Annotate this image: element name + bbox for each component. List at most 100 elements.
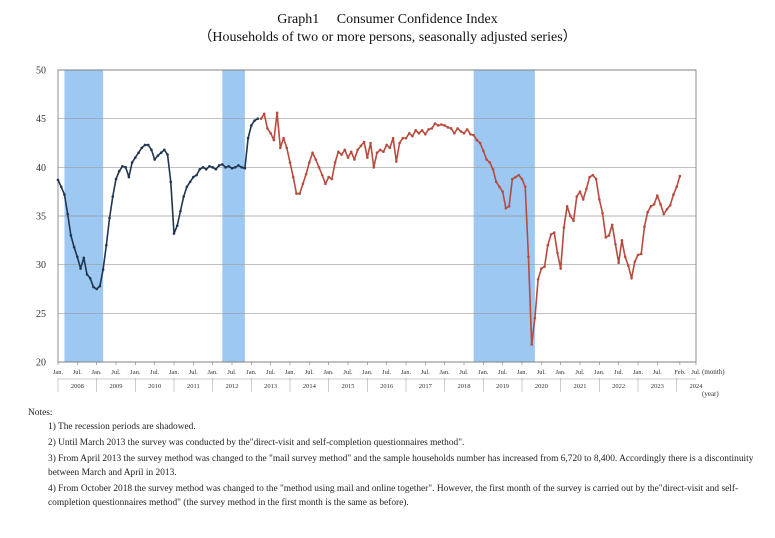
note-3: 3) From April 2013 the survey method was… xyxy=(48,454,754,478)
data-point xyxy=(391,136,395,140)
data-point xyxy=(591,173,595,177)
data-point xyxy=(404,136,408,140)
year-tick-label: 2018 xyxy=(458,383,471,390)
month-tick-label: Jul. xyxy=(575,369,585,376)
data-point xyxy=(246,136,250,140)
month-axis-label: (month) xyxy=(702,368,725,376)
data-point xyxy=(585,187,588,191)
data-point xyxy=(436,124,440,127)
data-point xyxy=(449,127,453,130)
year-tick-label: 2014 xyxy=(303,383,317,390)
data-point xyxy=(678,174,682,178)
month-tick-label: Jul. xyxy=(111,369,121,376)
data-point xyxy=(291,175,295,179)
data-point xyxy=(298,192,301,195)
data-point xyxy=(459,130,463,133)
year-axis-label: (year) xyxy=(702,390,719,398)
data-point xyxy=(117,169,121,173)
data-point xyxy=(417,131,421,135)
data-point xyxy=(440,123,443,126)
data-point xyxy=(362,140,366,144)
data-point xyxy=(324,182,327,186)
chart-subtitle: （Households of two or more persons, seas… xyxy=(198,30,577,45)
data-point xyxy=(652,203,656,206)
data-point xyxy=(604,236,608,239)
month-tick-label: Jan. xyxy=(324,369,335,376)
month-tick-label: Jul. xyxy=(189,369,199,376)
data-point xyxy=(211,166,214,169)
data-point xyxy=(610,223,614,227)
data-point xyxy=(340,153,343,156)
month-tick-label: Jul. xyxy=(73,369,83,376)
data-point xyxy=(646,210,649,214)
data-point xyxy=(494,180,498,184)
data-point xyxy=(195,173,198,177)
data-point xyxy=(401,136,405,140)
y-tick-label: 45 xyxy=(36,114,46,125)
month-tick-label: Jul. xyxy=(537,369,547,376)
data-point xyxy=(349,150,353,154)
data-point xyxy=(330,177,334,181)
data-point xyxy=(504,206,508,210)
data-point xyxy=(598,198,601,201)
data-point xyxy=(636,253,640,257)
y-tick-label: 35 xyxy=(36,212,46,223)
note-4: 4) From October 2018 the survey method w… xyxy=(48,484,739,508)
month-tick-label: Jul. xyxy=(653,369,663,376)
data-point xyxy=(623,255,627,259)
data-point xyxy=(188,180,192,184)
data-point xyxy=(224,166,227,169)
data-point xyxy=(69,234,73,237)
data-point xyxy=(288,161,292,164)
data-point xyxy=(424,132,427,136)
data-point xyxy=(607,234,611,237)
data-point xyxy=(256,117,260,120)
data-point xyxy=(272,138,276,142)
data-point xyxy=(443,124,446,127)
year-tick-label: 2009 xyxy=(110,383,123,390)
data-point xyxy=(66,212,69,216)
month-tick-label: Jul. xyxy=(343,369,353,376)
data-point xyxy=(462,131,466,135)
data-point xyxy=(546,243,550,247)
notes-heading: Notes: xyxy=(28,408,53,418)
data-point xyxy=(420,129,424,132)
month-tick-label: Jul. xyxy=(614,369,624,376)
year-tick-label: 2015 xyxy=(342,383,355,390)
data-point xyxy=(572,219,575,223)
data-point xyxy=(382,150,385,154)
data-point xyxy=(98,284,102,288)
year-tick-label: 2024 xyxy=(690,383,704,390)
data-point xyxy=(72,245,76,249)
data-point xyxy=(159,151,163,155)
data-point xyxy=(182,195,185,198)
data-point xyxy=(633,260,637,264)
data-point xyxy=(407,131,411,135)
month-tick-label: Jan. xyxy=(478,369,489,376)
data-point xyxy=(156,154,160,157)
data-point xyxy=(221,163,224,166)
data-point xyxy=(578,190,582,193)
data-point xyxy=(304,172,308,176)
month-tick-label: Jan. xyxy=(92,369,103,376)
data-point xyxy=(237,164,240,167)
data-point xyxy=(630,276,633,280)
data-point xyxy=(163,148,166,152)
data-point xyxy=(411,134,414,138)
data-point xyxy=(575,195,579,198)
data-point xyxy=(320,173,324,177)
data-point xyxy=(172,232,176,235)
data-point xyxy=(536,277,540,281)
data-point xyxy=(594,177,598,181)
month-tick-label: Jul. xyxy=(150,369,160,376)
data-point xyxy=(485,158,488,161)
data-point xyxy=(282,136,285,140)
data-point xyxy=(88,276,92,280)
data-point xyxy=(59,185,63,189)
data-point xyxy=(511,177,514,181)
notes: Notes: 1) The recession periods are shad… xyxy=(28,406,764,512)
data-point xyxy=(166,153,169,156)
month-tick-label: Jul. xyxy=(227,369,237,376)
data-point xyxy=(243,167,247,170)
data-point xyxy=(146,143,150,147)
